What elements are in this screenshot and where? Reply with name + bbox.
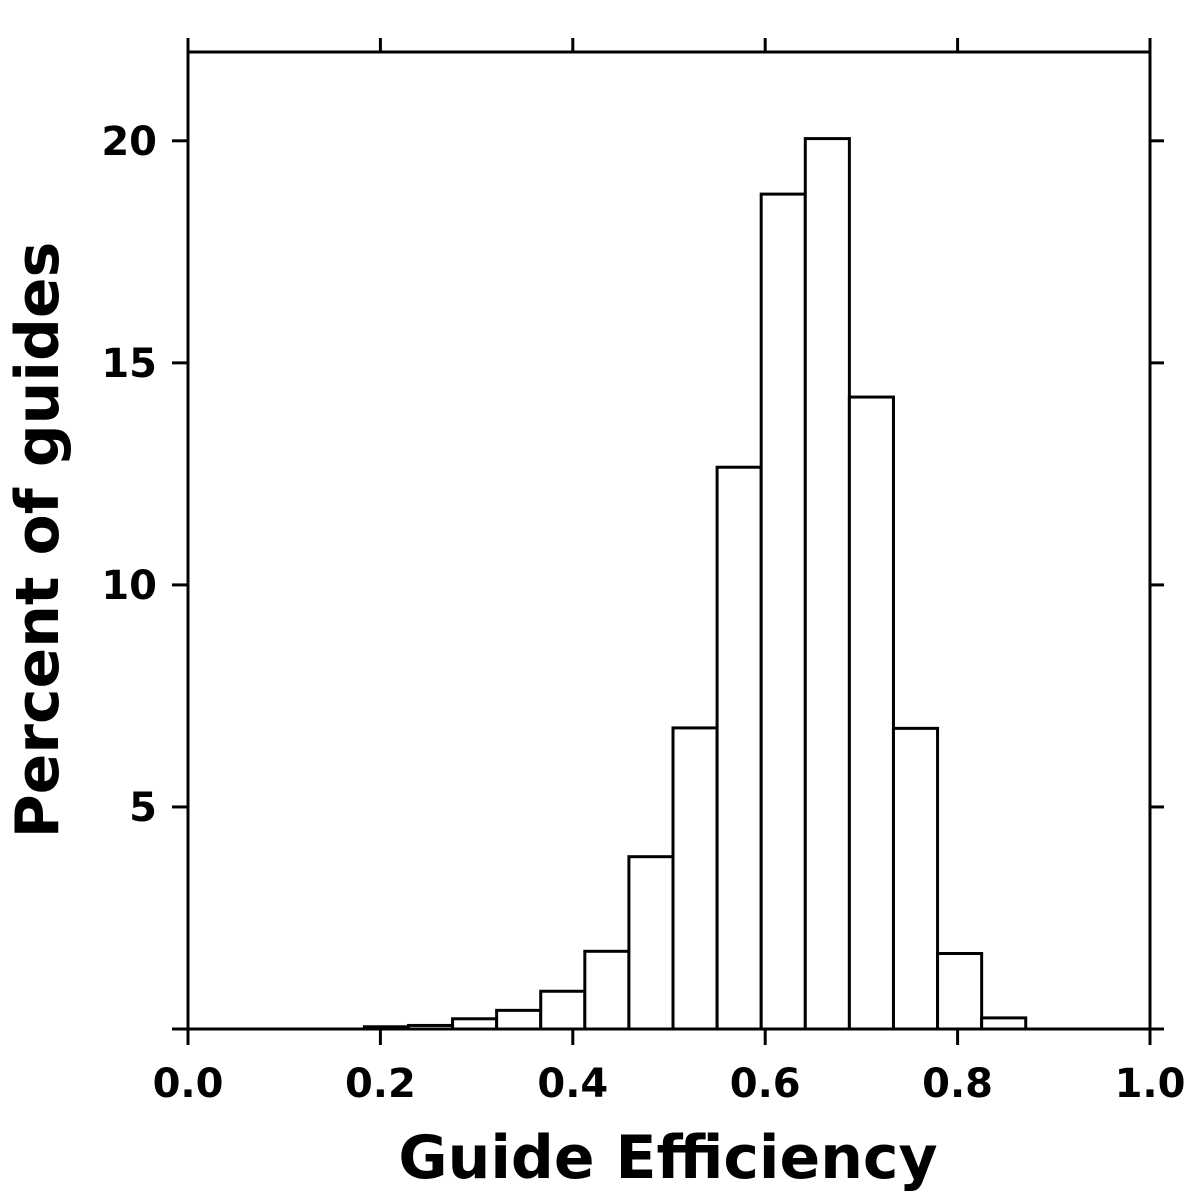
histogram-bar (980, 1016, 1028, 1031)
y-tick-label: 5 (129, 785, 157, 831)
y-tick-label: 15 (101, 341, 157, 387)
histogram-bar (847, 395, 895, 1031)
y-tick-label: 20 (101, 119, 157, 165)
histogram-bar (495, 1008, 543, 1031)
y-axis-label: Percent of guides (3, 242, 73, 839)
histogram-bar (583, 949, 631, 1031)
histogram-bar (891, 726, 940, 1031)
x-axis-ticks: 0.0 0.2 0.4 0.6 0.8 1.0 (153, 38, 1186, 1107)
bars-layer (362, 137, 1028, 1031)
x-tick-label: 0.6 (730, 1061, 801, 1107)
histogram-bar (539, 989, 587, 1031)
x-tick-label: 0.8 (922, 1061, 993, 1107)
histogram-bar (715, 465, 763, 1031)
histogram-bar (759, 192, 807, 1031)
x-tick-label: 1.0 (1115, 1061, 1186, 1107)
x-tick-label: 0.0 (153, 1061, 224, 1107)
histogram-bar (671, 726, 719, 1031)
y-tick-label: 10 (101, 563, 157, 609)
histogram-bar (451, 1017, 499, 1031)
histogram-bar (936, 952, 984, 1031)
y-axis-ticks: 5 10 15 20 (101, 119, 1164, 1031)
x-tick-label: 0.4 (537, 1061, 608, 1107)
histogram-bar (803, 137, 851, 1031)
histogram-bar (627, 855, 675, 1031)
plot-frame (186, 50, 1152, 1029)
x-tick-label: 0.2 (345, 1061, 416, 1107)
x-axis-label: Guide Efficiency (398, 1123, 937, 1193)
